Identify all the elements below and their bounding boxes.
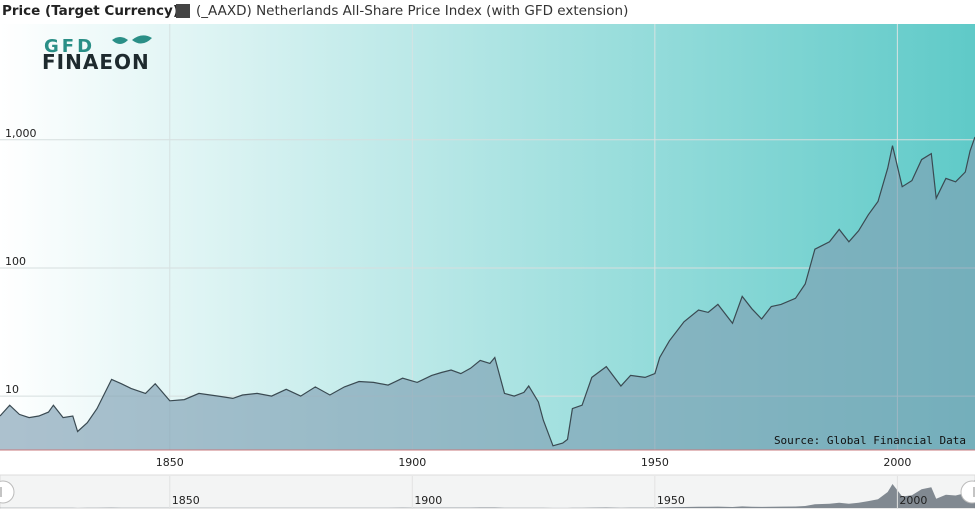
navigator-series [0, 480, 975, 508]
series-line[interactable] [0, 136, 975, 447]
y-tick-label: 1,000 [5, 127, 37, 140]
navigator-tick-label: 1850 [172, 494, 200, 507]
chart-header: Price (Target Currency) (_AAXD) Netherla… [0, 0, 975, 24]
x-axis-ticks: 1850 1900 1950 2000 [156, 456, 912, 469]
logo-line1: GFD [44, 36, 95, 57]
x-tick-label: 1900 [398, 456, 426, 469]
gfd-finaeon-logo: GFD FINAEON [42, 35, 152, 74]
x-tick-label: 2000 [883, 456, 911, 469]
legend-swatch [176, 4, 190, 18]
legend-label: (_AAXD) Netherlands All-Share Price Inde… [196, 3, 629, 19]
x-tick-label: 1950 [641, 456, 669, 469]
navigator-left-handle[interactable] [0, 480, 15, 504]
series-area [0, 137, 975, 450]
navigator[interactable]: 1850 1900 1950 2000 [0, 474, 975, 509]
y-tick-label: 10 [5, 383, 19, 396]
leaf-icon [132, 35, 152, 44]
legend-item[interactable]: (_AAXD) Netherlands All-Share Price Inde… [176, 3, 628, 19]
x-tick-label: 1850 [156, 456, 184, 469]
navigator-tick-label: 1900 [414, 494, 442, 507]
y-axis-ticks: 10 100 1,000 [5, 127, 37, 396]
leaf-icon [112, 37, 128, 44]
navigator-tick-label: 2000 [899, 494, 927, 507]
navigator-ticks: 1850 1900 1950 2000 [169, 476, 927, 509]
navigator-right-handle[interactable] [960, 480, 975, 504]
navigator-tick-label: 1950 [657, 494, 685, 507]
source-note: Source: Global Financial Data [774, 434, 966, 447]
y-tick-label: 100 [5, 255, 26, 268]
logo-line2: FINAEON [42, 50, 150, 74]
navigator-track[interactable] [0, 474, 975, 509]
y-axis-title: Price (Target Currency) [2, 3, 179, 19]
